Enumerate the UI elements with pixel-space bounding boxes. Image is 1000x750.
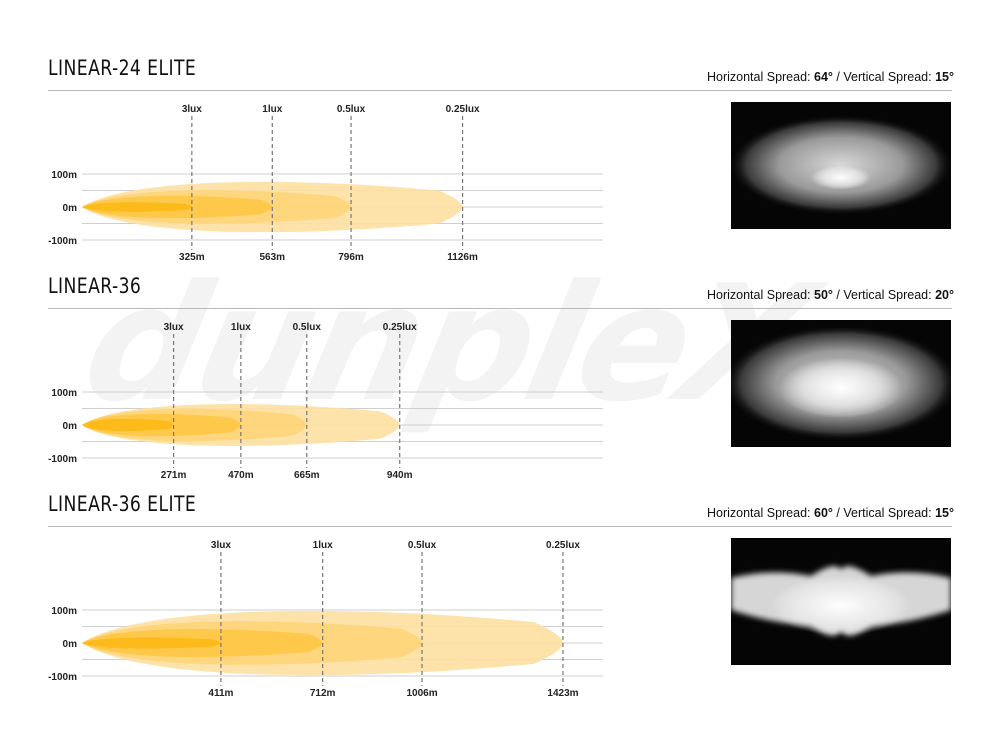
- lux-label: 1lux: [262, 104, 282, 115]
- beam-pattern-chart: 100m 0m -100m 3lux 411m 1lux 712m 0.5lux 1006m 0.…: [48, 540, 603, 699]
- spread-v-value: 15°: [935, 70, 954, 84]
- spread-separator: /: [836, 70, 840, 84]
- distance-label: 1006m: [406, 688, 437, 699]
- distance-label: 271m: [161, 470, 187, 481]
- beam-section: LINEAR-36 Horizontal Spread: 50° / Vertic…: [0, 268, 1000, 486]
- y-tick-label: 100m: [51, 170, 77, 181]
- spread-v-label: Vertical Spread:: [843, 288, 932, 302]
- lux-label: 1lux: [231, 322, 251, 333]
- y-tick-label: 100m: [51, 606, 77, 617]
- distance-label: 1423m: [547, 688, 578, 699]
- y-tick-label: -100m: [48, 454, 77, 465]
- beam-photo-image: [731, 566, 951, 636]
- lux-label: 1lux: [313, 540, 333, 551]
- beam-photo: [731, 102, 951, 229]
- beam-section: LINEAR-24 ELITE Horizontal Spread: 64° / …: [0, 50, 1000, 268]
- lux-label: 0.5lux: [408, 540, 437, 551]
- spread-info: Horizontal Spread: 50° / Vertical Spread…: [707, 288, 954, 302]
- spread-h-value: 60°: [814, 506, 833, 520]
- beam-hotspot: [771, 575, 911, 636]
- lux-label: 0.25lux: [546, 540, 580, 551]
- distance-label: 563m: [260, 252, 286, 263]
- lux-label: 0.5lux: [293, 322, 322, 333]
- lux-label: 3lux: [182, 104, 202, 115]
- distance-label: 796m: [338, 252, 364, 263]
- beam-section: LINEAR-36 ELITE Horizontal Spread: 60° / …: [0, 486, 1000, 704]
- section-divider: [48, 90, 952, 91]
- y-tick-label: 100m: [51, 388, 77, 399]
- beam-hotspot: [779, 358, 903, 419]
- y-tick-label: 0m: [63, 639, 78, 650]
- lux-label: 3lux: [211, 540, 231, 551]
- distance-label: 470m: [228, 470, 254, 481]
- beam-3lux: [82, 418, 174, 432]
- product-title: LINEAR-36: [48, 274, 142, 298]
- spread-info: Horizontal Spread: 60° / Vertical Spread…: [707, 506, 954, 520]
- distance-label: 665m: [294, 470, 320, 481]
- lux-label: 0.25lux: [446, 104, 480, 115]
- y-tick-label: -100m: [48, 236, 77, 247]
- spread-h-value: 50°: [814, 288, 833, 302]
- spread-v-value: 20°: [935, 288, 954, 302]
- distance-label: 411m: [208, 688, 233, 699]
- spread-v-value: 15°: [935, 506, 954, 520]
- y-tick-label: 0m: [63, 203, 78, 214]
- spread-h-value: 64°: [814, 70, 833, 84]
- distance-label: 940m: [387, 470, 413, 481]
- beam-pattern-chart: 100m 0m -100m 3lux 325m 1lux 563m 0.5lux 796m 0.2…: [48, 104, 603, 263]
- spread-v-label: Vertical Spread:: [843, 70, 932, 84]
- spread-h-label: Horizontal Spread:: [706, 288, 811, 302]
- product-title: LINEAR-24 ELITE: [48, 56, 197, 80]
- product-title: LINEAR-36 ELITE: [48, 492, 197, 516]
- spread-separator: /: [836, 506, 840, 520]
- spread-h-label: Horizontal Spread:: [706, 70, 811, 84]
- beam-pattern-chart: 100m 0m -100m 3lux 271m 1lux 470m 0.5lux 665m 0.2…: [48, 322, 603, 481]
- y-tick-label: 0m: [63, 421, 78, 432]
- beam-photo-image: [731, 115, 951, 215]
- lux-label: 0.5lux: [337, 104, 366, 115]
- distance-label: 712m: [310, 688, 336, 699]
- beam-hotspot: [811, 165, 871, 190]
- beam-photo: [731, 538, 951, 665]
- spread-separator: /: [836, 288, 840, 302]
- spread-v-label: Vertical Spread:: [843, 506, 932, 520]
- section-divider: [48, 526, 952, 527]
- spread-h-label: Horizontal Spread:: [706, 506, 811, 520]
- distance-label: 325m: [179, 252, 205, 263]
- spread-info: Horizontal Spread: 64° / Vertical Spread…: [707, 70, 954, 84]
- beam-spread-shape: [731, 115, 951, 215]
- lux-label: 3lux: [164, 322, 184, 333]
- beam-photo: [731, 320, 951, 447]
- beam-3lux: [82, 202, 192, 212]
- y-tick-label: -100m: [48, 672, 77, 683]
- beam-3lux: [82, 637, 221, 649]
- beam-photo-image: [731, 325, 951, 441]
- lux-label: 0.25lux: [383, 322, 417, 333]
- distance-label: 1126m: [447, 252, 478, 263]
- section-divider: [48, 308, 952, 309]
